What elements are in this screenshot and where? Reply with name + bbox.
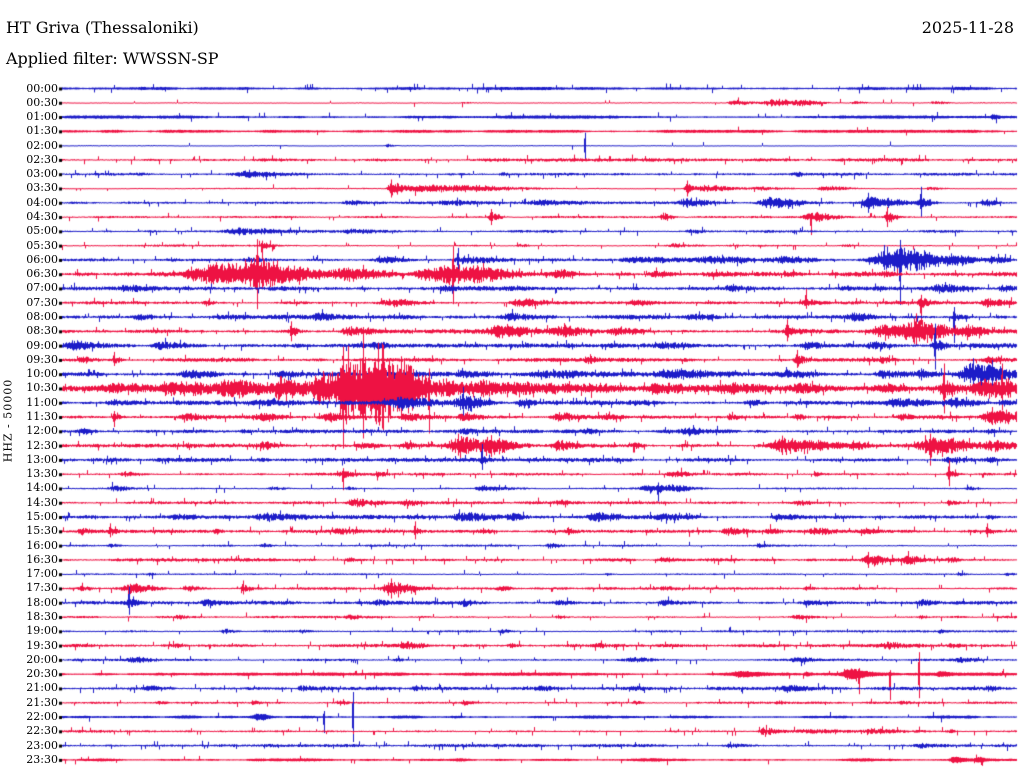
time-label: 08:30 — [26, 324, 58, 338]
time-label: 10:30 — [26, 381, 58, 395]
time-label: 03:30 — [26, 181, 58, 195]
time-label: 21:30 — [26, 695, 58, 709]
time-label: 05:00 — [26, 224, 58, 238]
time-label: 21:00 — [26, 681, 58, 695]
time-label: 14:30 — [26, 495, 58, 509]
time-label: 04:30 — [26, 210, 58, 224]
time-label: 08:00 — [26, 310, 58, 324]
time-label: 17:00 — [26, 567, 58, 581]
time-label: 00:00 — [26, 81, 58, 95]
time-label: 09:00 — [26, 338, 58, 352]
station-title: HT Griva (Thessaloniki) — [6, 18, 199, 37]
time-label: 19:30 — [26, 638, 58, 652]
time-label: 01:00 — [26, 110, 58, 124]
time-label: 07:00 — [26, 281, 58, 295]
time-label: 12:00 — [26, 424, 58, 438]
time-label: 20:30 — [26, 667, 58, 681]
time-label: 09:30 — [26, 352, 58, 366]
time-label: 15:00 — [26, 510, 58, 524]
time-label: 23:30 — [26, 752, 58, 766]
time-label: 19:00 — [26, 624, 58, 638]
time-label: 13:00 — [26, 452, 58, 466]
time-label: 00:30 — [26, 95, 58, 109]
time-label: 02:30 — [26, 152, 58, 166]
time-label: 17:30 — [26, 581, 58, 595]
time-label: 11:00 — [26, 395, 58, 409]
time-label: 05:30 — [26, 238, 58, 252]
time-label: 22:00 — [26, 710, 58, 724]
time-label: 15:30 — [26, 524, 58, 538]
time-label: 16:30 — [26, 552, 58, 566]
time-label: 14:00 — [26, 481, 58, 495]
time-label: 12:30 — [26, 438, 58, 452]
time-label: 22:30 — [26, 724, 58, 738]
time-label: 01:30 — [26, 124, 58, 138]
time-label: 11:30 — [26, 410, 58, 424]
time-label: 06:00 — [26, 252, 58, 266]
time-label: 02:00 — [26, 138, 58, 152]
applied-filter-label: Applied filter: WWSSN-SP — [6, 49, 219, 68]
time-label: 07:30 — [26, 295, 58, 309]
time-label: 20:00 — [26, 652, 58, 666]
time-label: 06:30 — [26, 267, 58, 281]
date-label: 2025-11-28 — [921, 18, 1014, 37]
time-label: 18:00 — [26, 595, 58, 609]
time-label: 03:00 — [26, 167, 58, 181]
time-label: 23:00 — [26, 738, 58, 752]
time-label: 13:30 — [26, 467, 58, 481]
time-label: 18:30 — [26, 610, 58, 624]
time-label: 10:00 — [26, 367, 58, 381]
time-label: 16:00 — [26, 538, 58, 552]
time-label: 04:00 — [26, 195, 58, 209]
